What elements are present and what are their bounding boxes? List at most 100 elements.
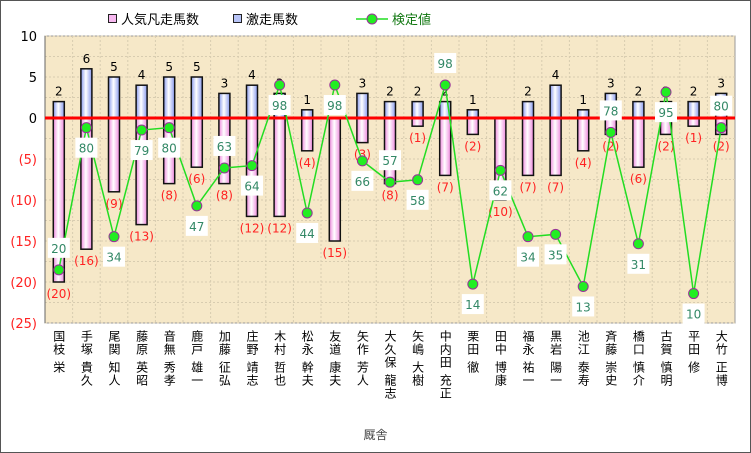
- line-data-label: 64: [244, 180, 259, 194]
- data-label-negative: (9): [106, 197, 123, 211]
- data-label-positive: 2: [441, 85, 449, 99]
- line-label-box: [655, 102, 677, 123]
- line-marker: [412, 174, 424, 186]
- data-label-negative: (8): [216, 189, 233, 203]
- x-tick-label: 鹿戸 雄一: [189, 330, 204, 387]
- line-marker: [356, 155, 368, 167]
- line-data-label: 57: [382, 154, 397, 168]
- bar-negative: [576, 117, 590, 152]
- legend-swatch-negative: [108, 14, 117, 23]
- data-label-negative: (4): [575, 156, 592, 170]
- bar-negative: [328, 117, 342, 242]
- line-label-box: [268, 95, 291, 116]
- line-marker: [53, 264, 65, 276]
- data-label-negative: (8): [161, 189, 178, 203]
- x-tick-label: 古賀 慎明: [659, 330, 673, 387]
- x-tick-label: 池江 泰寿: [576, 330, 591, 387]
- x-tick-label: 庄野 靖志: [245, 330, 259, 387]
- data-label-positive: 5: [165, 60, 173, 74]
- data-label-negative: (4): [299, 156, 316, 170]
- line-label-box: [185, 215, 208, 236]
- data-label-negative: (1): [685, 131, 702, 145]
- data-label-negative: (7): [437, 180, 454, 194]
- data-label-negative: (16): [74, 254, 99, 268]
- data-label-negative: (6): [188, 172, 205, 186]
- x-tick-label: 国枝 栄: [51, 330, 66, 374]
- bar-positive: [80, 68, 93, 119]
- line-label-box: [241, 175, 263, 196]
- x-tick-label: 音無 秀孝: [162, 330, 177, 387]
- legend-item-positive: 激走馬数: [233, 9, 298, 28]
- line-marker: [439, 79, 451, 91]
- bar-negative: [300, 117, 314, 152]
- line-label-box: [572, 296, 595, 317]
- data-label-negative: (7): [520, 180, 537, 194]
- x-tick-label: 中内田 充正: [438, 330, 453, 400]
- line-data-label: 95: [658, 106, 673, 120]
- data-label-positive: 1: [303, 93, 311, 107]
- line-marker: [274, 79, 286, 91]
- data-label-negative: (12): [240, 221, 265, 235]
- legend-label: 激走馬数: [246, 13, 299, 28]
- data-label-negative: (1): [409, 131, 426, 145]
- data-label-positive: 3: [221, 76, 229, 90]
- bar-positive: [107, 76, 121, 119]
- line-marker: [218, 162, 230, 174]
- line-label-box: [379, 150, 401, 171]
- data-label-positive: 2: [414, 85, 422, 99]
- data-label-negative: (10): [488, 205, 513, 219]
- data-label-positive: 2: [386, 85, 394, 99]
- data-label-positive: 1: [579, 93, 587, 107]
- line-marker: [605, 126, 617, 138]
- data-label-negative: (12): [267, 221, 292, 235]
- line-label-box: [213, 135, 236, 156]
- data-label-negative: (7): [547, 180, 564, 194]
- line-data-label: 47: [189, 220, 204, 234]
- bar-negative: [190, 117, 204, 168]
- line-label-box: [489, 180, 512, 201]
- line-label-box: [599, 100, 622, 121]
- bar-positive: [190, 76, 204, 119]
- line-marker: [191, 200, 203, 212]
- data-label-negative: (2): [658, 139, 675, 153]
- bar-positive: [549, 84, 562, 119]
- x-tick-label: 田中 博康: [493, 330, 508, 387]
- data-label-positive: 6: [83, 52, 91, 66]
- line-label-box: [296, 222, 319, 243]
- line-marker: [108, 231, 120, 243]
- y-tick-label: 0: [29, 112, 37, 127]
- data-label-negative: (2): [464, 139, 481, 153]
- bar-positive: [521, 100, 535, 119]
- y-tick-label: 10: [20, 30, 37, 45]
- y-tick-label: 5: [29, 71, 37, 86]
- line-data-label: 66: [355, 175, 370, 189]
- line-marker: [715, 122, 727, 134]
- line-marker: [577, 280, 589, 292]
- data-label-negative: (20): [46, 287, 71, 301]
- y-tick-label: (15): [10, 235, 37, 250]
- x-tick-label: 大竹 正博: [714, 330, 729, 387]
- x-tick-label: 手塚 貴久: [79, 330, 94, 387]
- line-data-label: 34: [520, 251, 535, 265]
- line-marker: [467, 278, 479, 290]
- line-data-label: 80: [714, 100, 729, 114]
- line-marker: [494, 164, 506, 176]
- bar-positive: [52, 100, 66, 119]
- bar-positive: [245, 84, 259, 119]
- x-tick-label: 木村 哲也: [272, 330, 287, 387]
- data-label-negative: (6): [630, 172, 647, 186]
- bar-negative: [521, 117, 535, 177]
- line-label-box: [130, 140, 153, 161]
- line-marker: [163, 122, 175, 134]
- x-tick-label: 矢嶋 大樹: [410, 330, 425, 387]
- line-data-label: 14: [465, 298, 480, 312]
- x-tick-label: 大久保 龍志: [383, 330, 397, 400]
- y-tick-label: (25): [10, 317, 37, 332]
- data-label-negative: (8): [382, 189, 399, 203]
- bar-negative: [549, 117, 562, 177]
- x-tick-label: 加藤 征弘: [217, 330, 232, 387]
- line-data-label: 98: [272, 99, 287, 113]
- legend-swatch-positive: [233, 14, 242, 23]
- line-data-label: 62: [493, 184, 508, 198]
